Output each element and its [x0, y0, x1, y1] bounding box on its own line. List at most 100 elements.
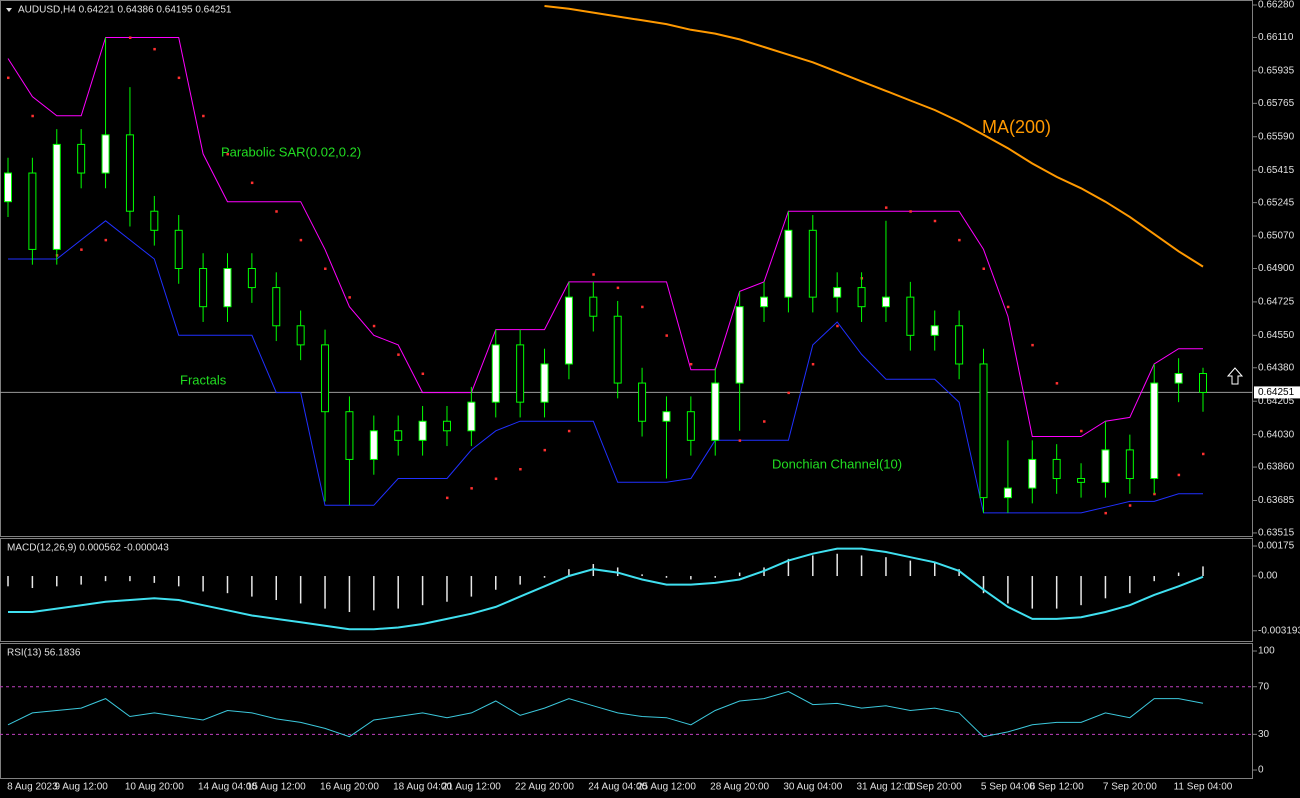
- sar-dot: [1202, 452, 1205, 456]
- candle-body: [735, 306, 744, 384]
- candle-body: [247, 268, 256, 289]
- sar-dot: [738, 439, 742, 442]
- candle-body: [345, 411, 354, 460]
- y-tick-label: 0.64030: [1258, 429, 1295, 440]
- macd-title: MACD(12,26,9) 0.000562 -0.000043: [7, 543, 169, 554]
- candle-body: [1052, 458, 1061, 480]
- sar-dot: [982, 267, 986, 270]
- candle-body: [491, 344, 500, 403]
- x-tick-label: 11 Sep 04:00: [1174, 782, 1233, 793]
- candle-body: [833, 287, 842, 298]
- candle-body: [174, 229, 183, 269]
- y-tick-label: 0.65590: [1258, 131, 1295, 142]
- sar-dot: [470, 487, 473, 490]
- rsi-panel-frame: [0, 643, 1253, 779]
- y-tick-label: 0.63685: [1258, 495, 1295, 506]
- signal-line: [8, 547, 1204, 631]
- x-tick-label: 16 Aug 20:00: [320, 782, 379, 793]
- candle-body: [613, 315, 622, 384]
- candle-body: [418, 420, 427, 441]
- sar-dot: [1080, 429, 1083, 433]
- candle-body: [808, 229, 817, 298]
- candle-body: [857, 287, 866, 308]
- candle-body: [1125, 449, 1134, 480]
- rsi-line: [7, 690, 1204, 738]
- candle-body: [955, 325, 964, 365]
- candle-body: [979, 363, 988, 499]
- y-tick-label: 0.65070: [1258, 231, 1295, 242]
- sar-dot: [1055, 382, 1059, 385]
- y-tick-label: 0.64725: [1258, 297, 1295, 308]
- sar-dot: [689, 362, 693, 366]
- x-tick-label: 9 Aug 12:00: [54, 782, 108, 793]
- annotation: MA(200): [982, 117, 1051, 137]
- sar-dot: [31, 114, 34, 118]
- main-title: AUDUSD,H4 0.64221 0.64386 0.64195 0.6425…: [18, 5, 232, 16]
- candle-body: [638, 382, 647, 422]
- y-tick-label: 30: [1258, 729, 1270, 740]
- candle-body: [272, 287, 281, 327]
- indicator-line: [8, 220, 1203, 514]
- x-tick-label: 31 Aug 12:00: [856, 782, 915, 793]
- annotation: Fractals: [180, 372, 227, 387]
- x-tick-label: 7 Sep 20:00: [1103, 782, 1157, 793]
- candle-body: [1199, 373, 1207, 393]
- x-tick-label: 21 Aug 12:00: [442, 782, 501, 793]
- candle-body: [589, 296, 598, 317]
- sar-dot: [324, 267, 327, 270]
- sar-dot: [567, 429, 571, 433]
- y-tick-label: 0.65245: [1258, 197, 1295, 208]
- current-price-label: 0.64251: [1258, 387, 1295, 398]
- candle-body: [125, 134, 134, 212]
- y-tick-label: 0.65935: [1258, 66, 1295, 77]
- candle-body: [369, 430, 378, 460]
- y-tick-label: 70: [1258, 681, 1270, 692]
- sar-dot: [372, 324, 376, 328]
- sar-dot: [787, 391, 790, 395]
- candle-body: [1101, 449, 1110, 483]
- y-tick-label: 0.65415: [1258, 165, 1295, 176]
- candle-body: [564, 296, 573, 365]
- sar-dot: [80, 248, 83, 251]
- sar-dot: [494, 477, 498, 481]
- sar-dot: [811, 362, 815, 366]
- x-tick-label: 10 Aug 20:00: [125, 782, 184, 793]
- y-tick-label: 0.64380: [1258, 362, 1295, 373]
- candle-body: [223, 268, 232, 308]
- sar-dot: [397, 353, 400, 356]
- x-tick-label: 22 Aug 20:00: [515, 782, 574, 793]
- candle-body: [77, 143, 86, 174]
- candle-body: [760, 296, 769, 308]
- main-panel-frame: [0, 0, 1253, 537]
- y-tick-label: 0: [1258, 765, 1264, 776]
- y-tick-label: 0.64205: [1258, 396, 1295, 407]
- annotation: Donchian Channel(10): [772, 456, 902, 471]
- candle-body: [1028, 458, 1037, 489]
- x-tick-label: 6 Sep 12:00: [1030, 782, 1084, 793]
- sar-dot: [958, 238, 961, 242]
- sar-dot: [275, 210, 278, 213]
- current-price-box: [1254, 386, 1300, 399]
- sar-dot: [909, 210, 912, 213]
- sar-dot: [1031, 343, 1034, 347]
- candle-body: [516, 344, 525, 403]
- macd-panel-frame: [0, 538, 1253, 642]
- x-tick-label: 1 Sep 20:00: [908, 782, 962, 793]
- x-tick-label: 5 Sep 04:00: [981, 782, 1035, 793]
- sar-dot: [421, 372, 425, 376]
- y-tick-label: 0.66280: [1258, 0, 1295, 11]
- sar-dot: [836, 324, 839, 328]
- sar-dot: [445, 496, 449, 500]
- sar-dot: [250, 181, 254, 185]
- candle-body: [540, 363, 549, 403]
- candle-body: [784, 229, 793, 298]
- sar-dot: [226, 152, 229, 156]
- menu-triangle: [6, 8, 12, 12]
- sar-dot: [884, 206, 888, 209]
- candle-body: [1077, 478, 1086, 483]
- sar-dot: [763, 420, 766, 423]
- sar-dot: [543, 448, 547, 452]
- sar-dot: [592, 273, 595, 276]
